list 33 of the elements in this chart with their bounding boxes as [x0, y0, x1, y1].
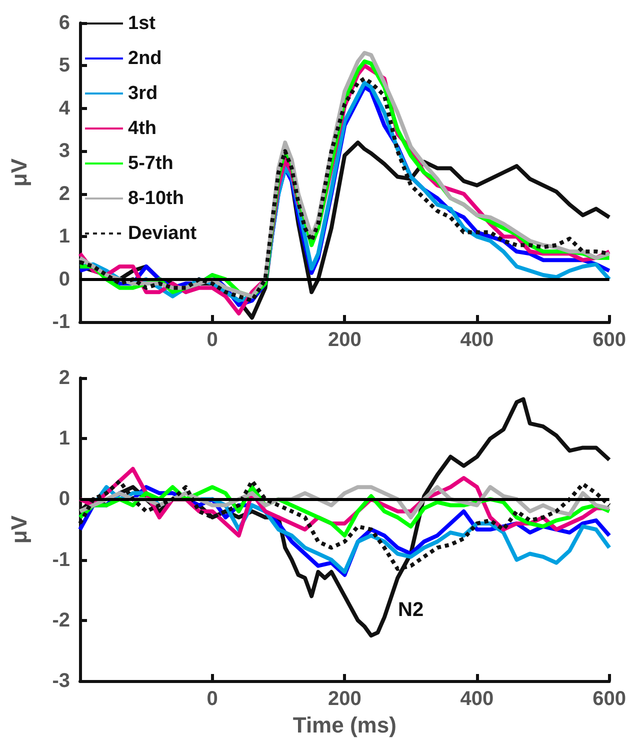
y-tick-label: 1 — [58, 226, 70, 248]
x-tick-label: 200 — [328, 329, 362, 351]
legend-label: 5-7th — [128, 153, 174, 174]
legend-label: 2nd — [128, 48, 162, 69]
y-tick-label: 2 — [58, 182, 70, 205]
y-tick-label: 2 — [58, 367, 70, 389]
legend-label: Deviant — [128, 223, 198, 244]
legend-label: 4th — [128, 118, 156, 139]
y-tick-label: 4 — [58, 97, 71, 120]
y-tick-label: -1 — [52, 548, 70, 571]
x-tick-label: 400 — [460, 688, 494, 710]
legend-label: 3rd — [128, 83, 158, 104]
annotation: N2 — [398, 599, 424, 621]
legend-label: 8-10th — [128, 188, 184, 209]
y-tick-label: -1 — [52, 311, 70, 333]
y-tick-label: 1 — [58, 428, 70, 450]
y-tick-label: -3 — [52, 670, 70, 692]
y-tick-label: 5 — [58, 54, 70, 77]
y-tick-label: -2 — [52, 609, 70, 632]
y-tick-label: 0 — [58, 268, 70, 290]
legend-label: 1st — [128, 13, 156, 34]
x-tick-label: 600 — [592, 688, 626, 710]
x-tick-label: 0 — [206, 688, 218, 710]
y-tick-label: 6 — [58, 12, 70, 34]
x-tick-label: 200 — [328, 688, 362, 710]
y-tick-label: 0 — [58, 488, 70, 510]
y-axis-title: μV — [6, 515, 32, 544]
x-tick-label: 400 — [460, 329, 494, 351]
y-axis-title: μV — [6, 158, 32, 187]
x-tick-label: 600 — [592, 329, 626, 351]
y-tick-label: 3 — [58, 140, 70, 162]
x-axis-title: Time (ms) — [292, 712, 396, 738]
x-tick-label: 0 — [206, 329, 218, 351]
